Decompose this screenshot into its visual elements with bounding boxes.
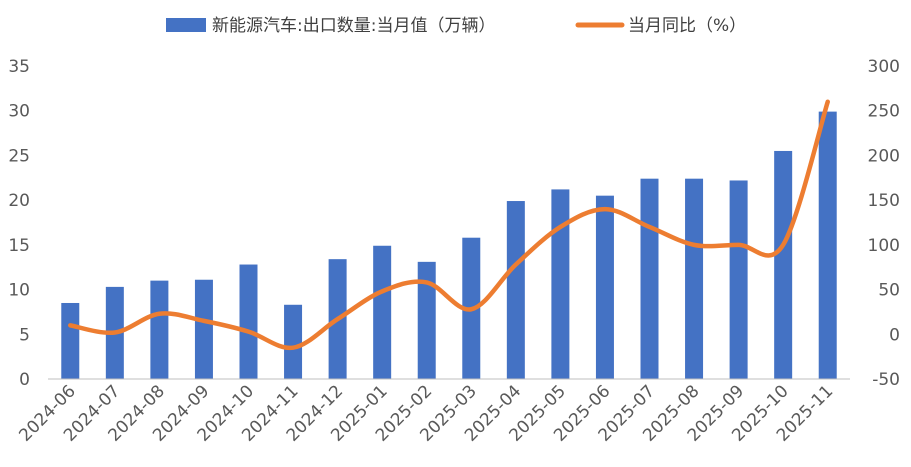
left-tick-label: 0 — [19, 370, 30, 390]
legend-label-bar: 新能源汽车:出口数量:当月值（万辆） — [212, 16, 495, 36]
legend: 新能源汽车:出口数量:当月值（万辆） 当月同比（%） — [166, 16, 746, 36]
right-tick-label: 0 — [889, 325, 900, 345]
right-axis: -50 0 50 100 150 200 250 300 — [868, 57, 900, 390]
left-axis: 0 5 10 15 20 25 30 35 — [8, 57, 30, 390]
bar — [417, 261, 436, 379]
bar — [640, 178, 659, 379]
legend-label-line: 当月同比（%） — [628, 16, 746, 36]
right-tick-label: 150 — [868, 191, 900, 211]
yoy-line-series — [68, 99, 830, 351]
left-tick-label: 5 — [19, 325, 30, 345]
bar — [506, 201, 525, 379]
x-axis-labels: 2024-062024-072024-082024-092024-102024-… — [15, 381, 837, 445]
right-tick-label: 300 — [868, 57, 900, 77]
bar — [551, 189, 570, 379]
bar — [729, 180, 748, 379]
bar — [685, 178, 704, 379]
right-tick-label: 100 — [868, 236, 900, 256]
bar — [818, 111, 837, 379]
bar — [194, 279, 213, 379]
right-tick-label: 50 — [878, 281, 900, 301]
bar — [595, 195, 614, 379]
right-tick-label: 250 — [868, 102, 900, 122]
left-tick-label: 25 — [8, 146, 30, 166]
right-tick-label: -50 — [872, 370, 900, 390]
right-tick-label: 200 — [868, 146, 900, 166]
left-tick-label: 20 — [8, 191, 30, 211]
left-tick-label: 30 — [8, 102, 30, 122]
left-tick-label: 10 — [8, 281, 30, 301]
bar — [61, 302, 80, 379]
bar — [284, 304, 303, 379]
bar — [774, 150, 793, 379]
bar — [150, 280, 169, 379]
bar — [239, 264, 258, 379]
left-tick-label: 35 — [8, 57, 30, 77]
legend-swatch-bar — [166, 18, 206, 32]
left-tick-label: 15 — [8, 236, 30, 256]
bar — [373, 245, 392, 379]
